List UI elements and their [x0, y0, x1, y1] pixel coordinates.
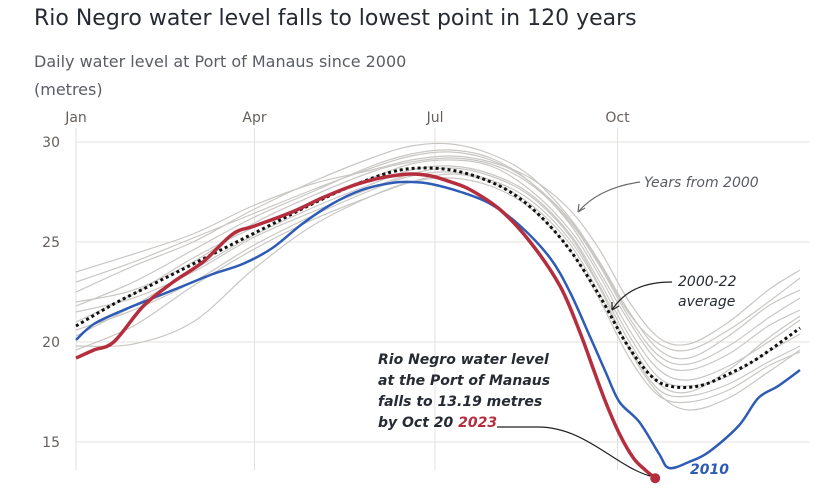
annotation-average-arrowhead: [611, 302, 620, 311]
year-line-11: [75, 151, 801, 352]
annotation-2023-line3: falls to 13.19 metres: [378, 394, 542, 410]
y-tick-label-25: 25: [42, 235, 60, 251]
year-line-10: [75, 177, 801, 404]
x-tick-label-jan: Jan: [64, 110, 87, 126]
y-axis-unit-label: (metres): [34, 80, 103, 99]
year-line-2: [75, 149, 801, 372]
x-tick-label-apr: Apr: [242, 110, 266, 126]
x-tick-label-oct: Oct: [605, 110, 630, 126]
annotation-2023-line2: at the Port of Manaus: [378, 373, 550, 389]
annotation-average-line2: average: [678, 294, 735, 310]
annotation-average-line1: 2000-22: [678, 274, 737, 290]
series-2023-line: [75, 172, 657, 480]
year-line-9: [75, 167, 801, 394]
year-line-3: [75, 159, 801, 381]
annotation-2023-line4: by Oct 20 2023: [378, 415, 497, 431]
y-tick-label-15: 15: [42, 435, 60, 451]
annotation-years-from-2000: Years from 2000: [644, 175, 759, 191]
average-line: [75, 166, 801, 389]
chart-title: Rio Negro water level falls to lowest po…: [34, 6, 637, 31]
year-line-1: [75, 142, 801, 360]
annotations: Years from 2000 2000-22 average Rio Negro w…: [378, 175, 759, 478]
annotation-years-arrow: [577, 181, 641, 213]
y-tick-label-30: 30: [42, 135, 60, 151]
annotation-2010-label: 2010: [690, 462, 729, 478]
year-line-4: [75, 165, 801, 387]
annotation-2023-highlight: 2023: [458, 415, 497, 431]
y-tick-label-20: 20: [42, 335, 60, 351]
series-2023-endpoint: [650, 473, 661, 484]
year-line-7: [75, 171, 801, 411]
highlighted-series: [75, 166, 801, 484]
annotation-2023-line1: Rio Negro water level: [378, 352, 549, 368]
annotation-2023-leader: [497, 426, 651, 477]
annotation-years-arrowhead: [577, 203, 586, 213]
chart-subtitle: Daily water level at Port of Manaus sinc…: [34, 52, 407, 71]
annotation-average-arrow: [611, 281, 673, 311]
x-tick-label-jul: Jul: [426, 110, 444, 126]
